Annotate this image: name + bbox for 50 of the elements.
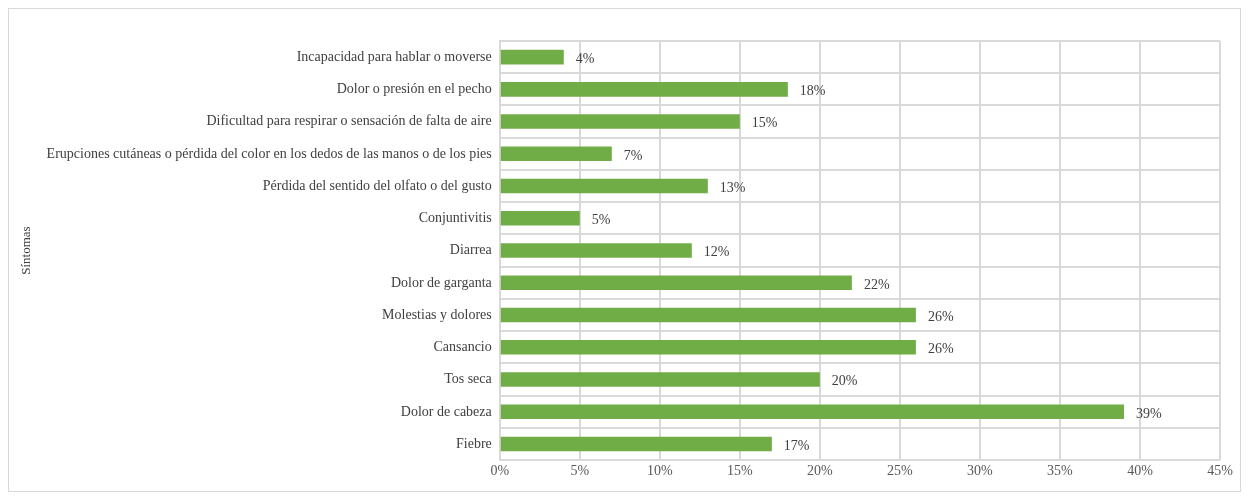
y-tick-label: Diarrea [449, 242, 493, 258]
x-tick-label: 35% [1047, 463, 1074, 479]
bar [500, 404, 1124, 420]
data-label: 4% [575, 50, 595, 66]
y-tick-label: Conjuntivitis [418, 210, 492, 226]
data-label: 20% [831, 373, 858, 389]
y-tick-label: Erupciones cutáneas o pérdida del color en los dedos de las manos o de los pies [46, 145, 492, 161]
y-tick-label: Dolor de cabeza [400, 403, 493, 419]
bar [500, 372, 820, 387]
bar [500, 243, 692, 258]
bar [500, 82, 788, 97]
y-tick-label: Cansancio [433, 339, 492, 355]
y-tick-label: Incapacidad para hablar o moverse [296, 48, 492, 64]
data-label: 7% [623, 147, 643, 163]
y-tick-label: Dolor o presión en el pecho [336, 81, 492, 97]
x-tick-label: 40% [1127, 463, 1154, 479]
bar [500, 211, 580, 226]
data-label: 22% [863, 276, 890, 292]
y-tick-label: Pérdida del sentido del olfato o del gusto [262, 177, 492, 193]
x-tick-label: 30% [967, 463, 994, 479]
data-label: 5% [591, 212, 611, 228]
bar [500, 178, 708, 194]
y-tick-label: Molestias y dolores [382, 306, 492, 322]
data-label: 26% [927, 341, 954, 357]
x-tick-label: 45% [1207, 463, 1234, 479]
y-tick-label: Dificultad para respirar o sensación de falta de aire [206, 113, 492, 129]
bar [500, 114, 740, 129]
data-label: 26% [927, 308, 954, 324]
x-tick-label: 0% [490, 463, 510, 479]
bar [500, 275, 852, 291]
y-tick-label: Tos seca [444, 371, 493, 387]
x-tick-label: 10% [646, 463, 673, 479]
data-label: 13% [719, 179, 746, 195]
bar [500, 146, 612, 162]
data-label: 15% [751, 115, 778, 131]
data-label: 18% [799, 83, 826, 99]
data-label: 17% [783, 437, 810, 453]
data-label: 12% [703, 244, 730, 260]
bar [500, 436, 772, 452]
bar [500, 49, 564, 65]
y-tick-label: Fiebre [455, 435, 492, 451]
bar [500, 307, 916, 323]
data-label: 39% [1135, 405, 1162, 421]
x-tick-label: 15% [727, 463, 753, 479]
x-tick-label: 25% [887, 463, 914, 479]
y-tick-label: Dolor de garganta [390, 274, 493, 290]
y-axis-title: Síntomas [18, 226, 34, 275]
x-tick-label: 5% [570, 463, 590, 479]
x-tick-label: 20% [807, 463, 834, 479]
bar [500, 340, 916, 355]
